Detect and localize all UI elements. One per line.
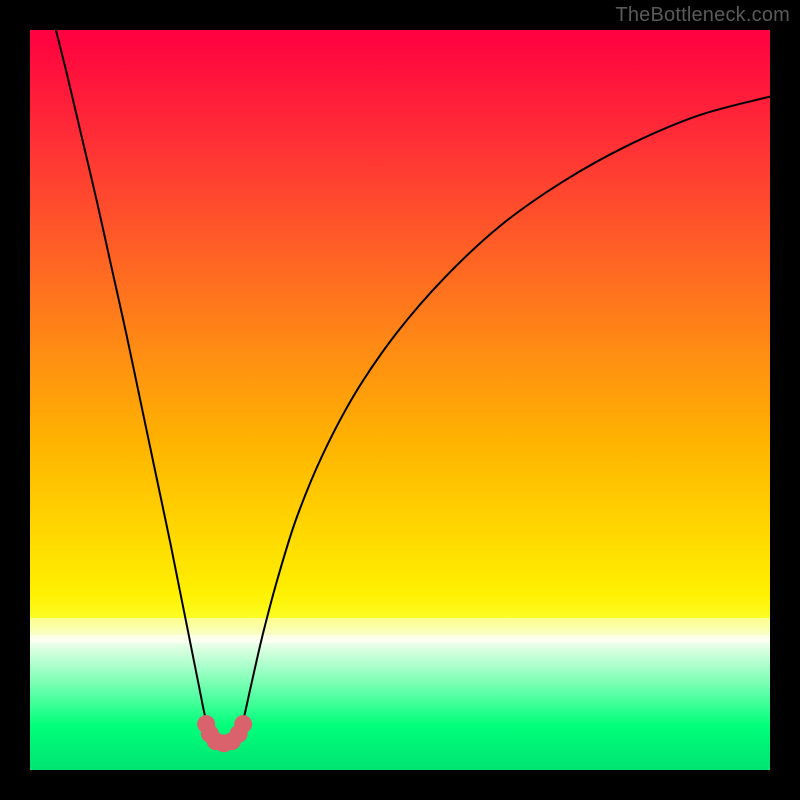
curve-left (56, 30, 210, 734)
plot-area (30, 30, 770, 770)
curves-layer (30, 30, 770, 770)
watermark-text: TheBottleneck.com (615, 4, 790, 27)
curve-right (239, 97, 770, 734)
dip-marker (234, 715, 252, 733)
